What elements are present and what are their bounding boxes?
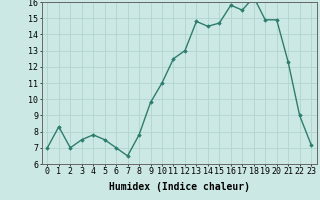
X-axis label: Humidex (Indice chaleur): Humidex (Indice chaleur): [109, 182, 250, 192]
